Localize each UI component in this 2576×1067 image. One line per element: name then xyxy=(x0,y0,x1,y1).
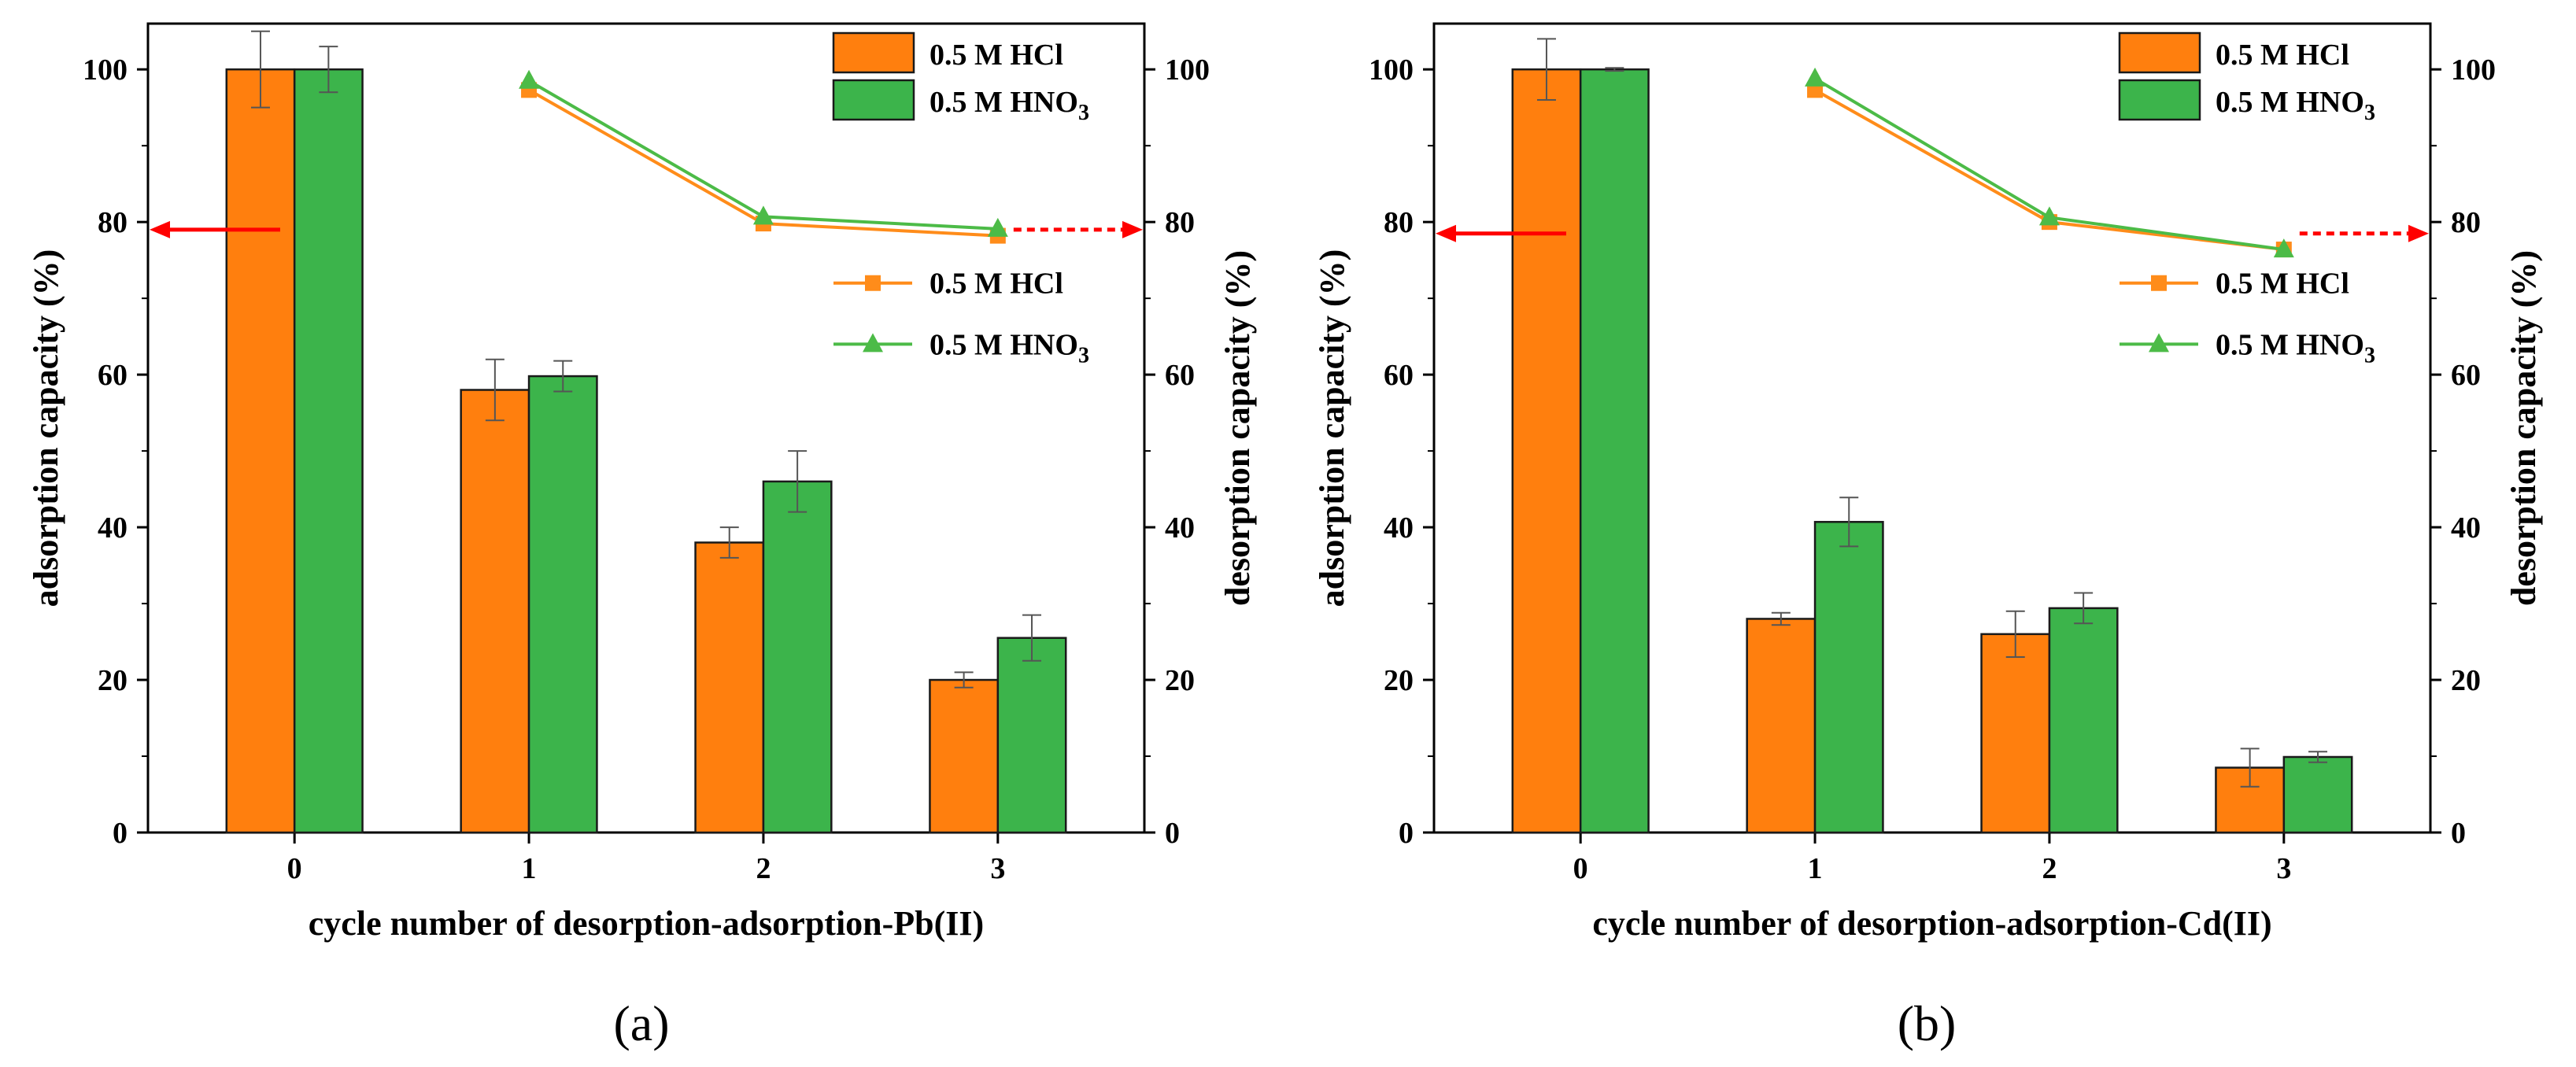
legend-swatch-bar-hcl xyxy=(2118,31,2201,74)
legend-label-bar-hcl: 0.5 M HCl xyxy=(930,39,1063,72)
y-tick-label-left: 0 xyxy=(113,817,128,850)
y-tick-label-right: 100 xyxy=(1165,54,1210,87)
marker-triangle-hno3 xyxy=(519,69,540,89)
bar-hno3 xyxy=(996,637,1067,834)
bar-hno3 xyxy=(762,480,833,834)
y-axis-title-left: adsorption capacity (%) xyxy=(27,249,65,607)
arrow-left-head xyxy=(150,220,170,238)
bar-hcl xyxy=(1980,633,2051,834)
y-tick-label-left: 80 xyxy=(1384,206,1414,239)
x-tick-label: 0 xyxy=(287,852,302,885)
y-tick-label-left: 100 xyxy=(1369,54,1414,87)
y-tick-label-right: 80 xyxy=(1165,206,1195,239)
y-tick-label-left: 40 xyxy=(98,511,128,545)
legend-swatch-bar-hno3 xyxy=(2118,79,2201,121)
y-tick-label-right: 0 xyxy=(1165,817,1180,850)
y-tick-label-left: 20 xyxy=(98,664,128,697)
y-tick-label-right: 60 xyxy=(2451,359,2481,392)
marker-triangle-hno3 xyxy=(1805,67,1826,87)
bar-hcl xyxy=(1511,68,1582,834)
x-tick-label: 1 xyxy=(522,852,537,885)
y-tick-label-right: 100 xyxy=(2451,54,2496,87)
bar-hcl xyxy=(225,68,296,834)
x-tick-label: 3 xyxy=(2276,852,2291,885)
marker-triangle-hno3 xyxy=(987,217,1008,237)
marker-triangle-hno3 xyxy=(2038,206,2060,226)
y-tick-label-left: 40 xyxy=(1384,511,1414,545)
x-tick-label: 2 xyxy=(2042,852,2057,885)
panel-a-label: (a) xyxy=(613,995,669,1051)
arrow-left-head xyxy=(1436,224,1456,242)
bar-hno3 xyxy=(1579,68,1650,834)
arrow-right-head xyxy=(1122,220,1143,238)
y-tick-label-right: 80 xyxy=(2451,206,2481,239)
x-axis-title: cycle number of desorption-adsorption-Cd… xyxy=(1592,904,2271,943)
legend-marker-triangle xyxy=(863,333,883,353)
x-tick-label: 1 xyxy=(1808,852,1823,885)
marker-triangle-hno3 xyxy=(752,205,774,225)
y-tick-label-right: 0 xyxy=(2451,817,2466,850)
y-tick-label-left: 80 xyxy=(98,206,128,239)
legend-marker-triangle xyxy=(2149,333,2169,353)
x-axis-title: cycle number of desorption-adsorption-Pb… xyxy=(309,904,984,943)
bar-hno3 xyxy=(527,375,598,834)
bar-hno3 xyxy=(1813,521,1884,834)
y-tick-label-left: 60 xyxy=(1384,359,1414,392)
legend-swatch-bar-hno3 xyxy=(832,79,915,121)
legend-label-line-hno3: 0.5 M HNO3 xyxy=(2216,328,2375,367)
x-tick-label: 2 xyxy=(756,852,771,885)
y-tick-label-right: 40 xyxy=(1165,511,1195,545)
x-tick-label: 3 xyxy=(990,852,1005,885)
y-tick-label-right: 20 xyxy=(2451,664,2481,697)
arrow-right-head xyxy=(2408,224,2429,242)
bar-hcl xyxy=(1746,618,1817,834)
y-axis-title-right: desorption capacity (%) xyxy=(1218,250,1257,606)
x-tick-label: 0 xyxy=(1573,852,1588,885)
legend-label-line-hcl: 0.5 M HCl xyxy=(2216,268,2349,301)
legend-marker-square xyxy=(865,275,881,291)
legend-label-bar-hcl: 0.5 M HCl xyxy=(2216,39,2349,72)
y-tick-label-right: 40 xyxy=(2451,511,2481,545)
plot-frame xyxy=(1432,22,2432,834)
y-tick-label-left: 20 xyxy=(1384,664,1414,697)
bar-hcl xyxy=(929,678,1000,834)
y-tick-label-right: 20 xyxy=(1165,664,1195,697)
legend-label-line-hcl: 0.5 M HCl xyxy=(930,268,1063,301)
panel-b-label: (b) xyxy=(1898,995,1957,1051)
legend-label-bar-hno3: 0.5 M HNO3 xyxy=(930,86,1089,125)
bar-hcl xyxy=(460,389,530,834)
y-axis-title-right: desorption capacity (%) xyxy=(2504,250,2543,606)
plot-frame xyxy=(146,22,1146,834)
legend-marker-square xyxy=(2151,275,2167,291)
legend-label-line-hno3: 0.5 M HNO3 xyxy=(930,328,1089,367)
y-tick-label-right: 60 xyxy=(1165,359,1195,392)
legend-swatch-bar-hcl xyxy=(832,31,915,74)
y-tick-label-left: 100 xyxy=(83,54,128,87)
y-axis-title-left: adsorption capacity (%) xyxy=(1313,249,1351,607)
bar-hno3 xyxy=(2048,607,2119,834)
y-tick-label-left: 0 xyxy=(1399,817,1414,850)
marker-triangle-hno3 xyxy=(2273,238,2294,258)
legend-label-bar-hno3: 0.5 M HNO3 xyxy=(2216,86,2375,125)
bar-hcl xyxy=(694,541,765,834)
bar-hno3 xyxy=(2282,755,2353,834)
y-tick-label-left: 60 xyxy=(98,359,128,392)
bar-hno3 xyxy=(293,68,364,834)
